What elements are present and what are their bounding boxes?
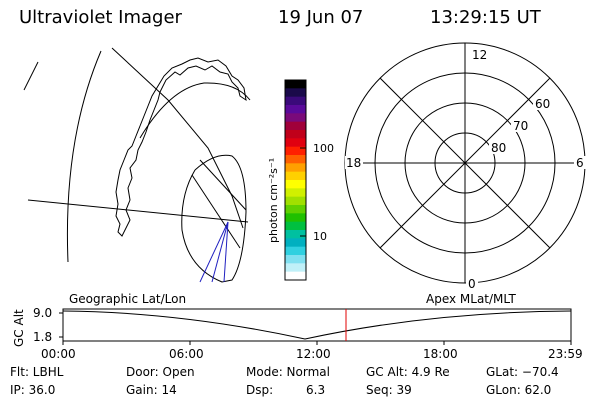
colorbar-segment: [285, 255, 306, 264]
gc-alt-info: GC Alt: 4.9 Re: [366, 365, 450, 379]
apex-label: Apex MLat/MLT: [426, 292, 516, 306]
dsp-label: Dsp:: [246, 383, 274, 397]
mlat-label-70: 70: [513, 119, 528, 133]
colorbar-segment: [285, 80, 306, 89]
label-bg: [574, 156, 586, 169]
colorbar-segment: [285, 113, 306, 123]
spoke-line: [211, 221, 229, 283]
label-bg: [466, 277, 478, 290]
timeline-ylabel: GC Alt: [12, 309, 26, 347]
colorbar-segment: [285, 205, 306, 214]
altitude-curve: [62, 310, 572, 340]
time-label: 13:29:15 UT: [430, 7, 541, 28]
colorbar-segment: [285, 246, 306, 256]
date-label: 19 Jun 07: [278, 7, 364, 28]
polar-spoke: [379, 77, 551, 249]
mlat-label-80: 80: [491, 141, 506, 155]
colorbar-segment: [285, 221, 306, 231]
label-bg: [511, 119, 531, 132]
mlt-label-12: 12: [472, 48, 487, 62]
map-graticule-arc: [139, 82, 251, 139]
colorbar-segment: [285, 130, 306, 139]
colorbar: [285, 80, 306, 281]
mlat-label-60: 60: [535, 97, 550, 111]
instrument-title: Ultraviolet Imager: [19, 7, 182, 28]
y-tick-label: 1.8: [33, 330, 53, 344]
glon-info: GLon: 62.0: [486, 383, 552, 397]
x-tick-label: 18:00: [423, 347, 458, 361]
colorbar-segment: [285, 180, 306, 189]
colorbar-segment: [285, 121, 306, 131]
glat-info: GLat: −70.4: [486, 365, 559, 379]
colorbar-segment: [285, 230, 306, 239]
colorbar-frame: [284, 79, 307, 281]
colorbar-segment: [285, 271, 306, 281]
colorbar-segment: [285, 163, 306, 173]
colorbar-segment: [285, 88, 306, 98]
colorbar-segment: [285, 196, 306, 206]
mlt-label-6: 6: [576, 156, 584, 170]
colorbar-segment: [285, 96, 306, 106]
label-bg: [533, 97, 553, 110]
colorbar-segment: [285, 188, 306, 198]
x-tick-label: 12:00: [296, 347, 331, 361]
label-bg: [345, 156, 363, 169]
polar-grid: [344, 42, 586, 284]
colorbar-segment: [285, 213, 306, 223]
colorbar-segment: [285, 238, 306, 248]
label-bg: [470, 48, 486, 61]
colorbar-segment: [285, 171, 306, 181]
map-graticule-line: [191, 174, 241, 249]
ip-info: IP: 36.0: [10, 383, 56, 397]
colorbar-segment: [285, 263, 306, 273]
dsp-value: 6.3: [306, 383, 326, 397]
spoke-line: [199, 221, 229, 283]
spoke-line: [223, 221, 229, 283]
colorbar-tick-label: 100: [313, 142, 334, 155]
x-tick-label: 06:00: [169, 347, 204, 361]
map-graticule-line: [27, 199, 249, 223]
colorbar-segment: [285, 138, 306, 148]
colorbar-segment: [285, 105, 306, 114]
colorbar-segment: [285, 146, 306, 156]
filter-info: Flt: LBHL: [10, 365, 64, 379]
geographic-label: Geographic Lat/Lon: [69, 292, 187, 306]
colorbar-tick-label: 10: [313, 230, 327, 243]
mlt-label-0: 0: [468, 277, 476, 291]
timeline-ticks: [59, 312, 572, 345]
x-tick-label: 23:59: [548, 347, 583, 361]
mode-info: Mode: Normal: [246, 365, 330, 379]
gain-info: Gain: 14: [126, 383, 177, 397]
coastline: [115, 57, 247, 237]
label-bg: [489, 141, 509, 154]
y-tick-label: 9.0: [33, 306, 53, 320]
colorbar-unit: photon cm⁻²s⁻¹: [267, 158, 280, 243]
map-graticule-line: [23, 61, 39, 91]
door-info: Door: Open: [126, 365, 195, 379]
map-graticule-arc: [66, 50, 102, 263]
map-graticule-line: [199, 159, 247, 211]
colorbar-segment: [285, 155, 306, 164]
x-tick-label: 00:00: [41, 347, 76, 361]
map-oval: [181, 154, 247, 283]
mlt-label-18: 18: [346, 156, 361, 170]
map-graticule-line: [111, 47, 244, 229]
seq-info: Seq: 39: [366, 383, 412, 397]
